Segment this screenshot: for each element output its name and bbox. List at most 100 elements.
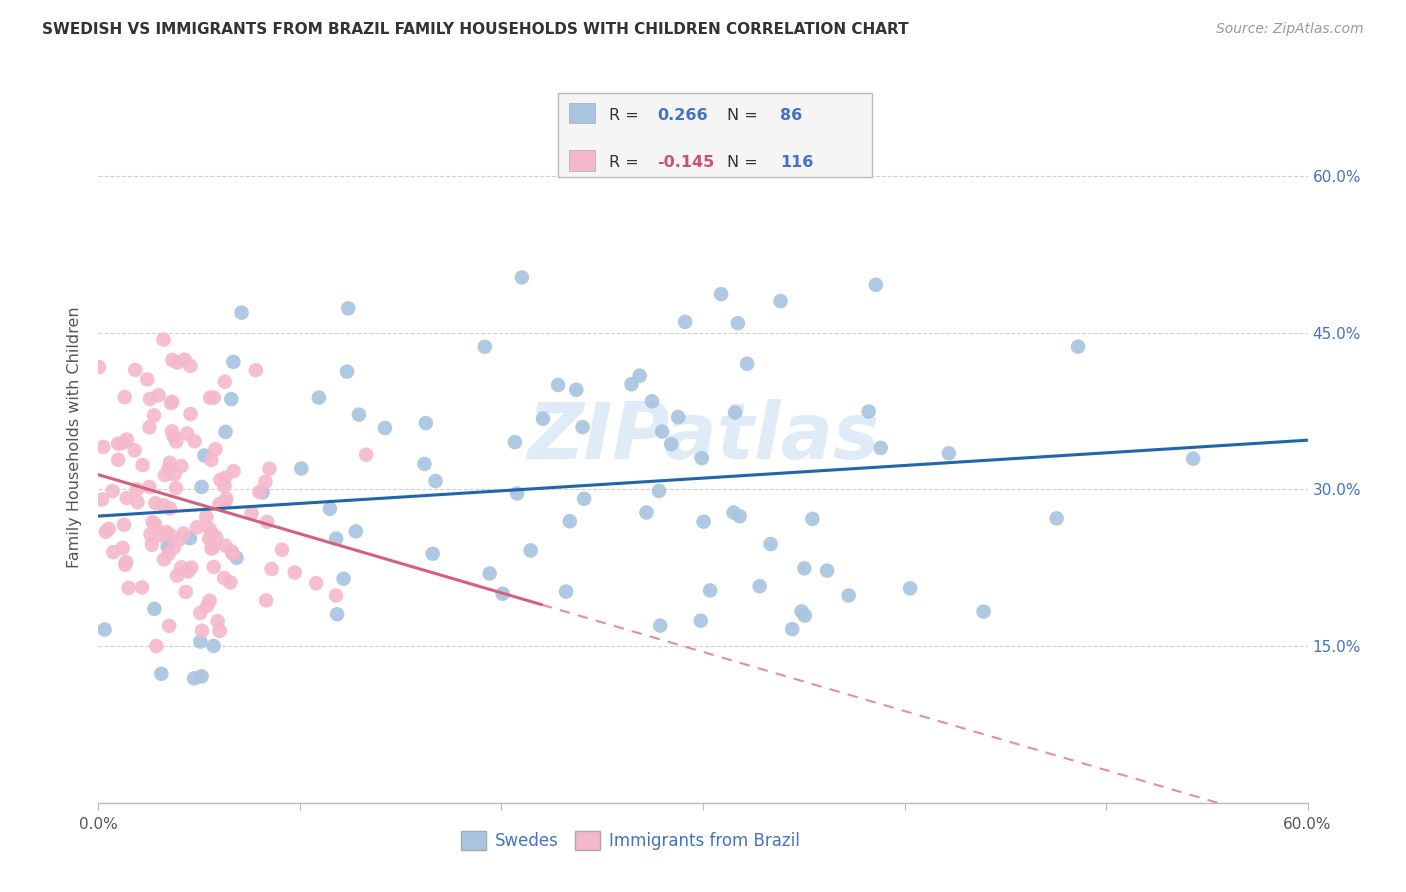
Point — [690, 451, 713, 466]
Point — [219, 575, 242, 590]
Point — [208, 497, 231, 511]
Point — [153, 552, 176, 566]
Point — [138, 480, 160, 494]
Point — [793, 608, 815, 623]
Point — [692, 515, 714, 529]
Point — [212, 571, 235, 585]
Point — [222, 547, 245, 561]
Text: N =: N = — [727, 108, 763, 123]
Point — [208, 624, 231, 638]
Point — [150, 666, 173, 681]
Point — [163, 467, 186, 482]
Point — [131, 581, 153, 595]
Point — [190, 480, 212, 494]
Point — [124, 363, 146, 377]
Point — [519, 543, 541, 558]
Point — [174, 585, 197, 599]
Point — [869, 441, 891, 455]
Point — [636, 506, 658, 520]
Point — [201, 541, 224, 555]
Point — [115, 433, 138, 447]
Point — [152, 333, 174, 347]
Point — [180, 560, 202, 574]
Point — [344, 524, 367, 539]
Point — [201, 526, 224, 541]
Point — [115, 555, 138, 569]
Point — [222, 464, 245, 478]
Point — [510, 270, 533, 285]
Point — [735, 357, 758, 371]
Point — [374, 421, 396, 435]
Point — [1067, 340, 1090, 354]
Point — [727, 316, 749, 330]
Point — [214, 425, 236, 439]
Point — [336, 365, 359, 379]
Point — [748, 579, 770, 593]
Point — [143, 496, 166, 510]
Point — [117, 581, 139, 595]
Point — [256, 515, 278, 529]
Point — [252, 485, 274, 500]
FancyBboxPatch shape — [569, 151, 595, 171]
Point — [572, 491, 595, 506]
Point — [165, 481, 187, 495]
Point — [166, 355, 188, 369]
Point — [160, 396, 183, 410]
FancyBboxPatch shape — [569, 103, 595, 123]
Point — [160, 425, 183, 439]
Point — [793, 561, 815, 575]
Point — [259, 461, 281, 475]
Point — [162, 541, 184, 555]
Point — [247, 485, 270, 500]
Point — [183, 434, 205, 449]
Point — [159, 527, 181, 541]
Point — [650, 618, 672, 632]
Point — [148, 388, 170, 402]
Point — [769, 294, 792, 309]
Point — [728, 509, 751, 524]
Point — [188, 606, 211, 620]
Point — [152, 498, 174, 512]
Point — [153, 468, 176, 483]
Point — [801, 512, 824, 526]
Point — [173, 526, 195, 541]
Point — [354, 448, 377, 462]
Point — [198, 391, 221, 405]
Point — [780, 622, 803, 636]
Point — [157, 461, 180, 475]
Point — [198, 532, 221, 546]
Point — [628, 368, 651, 383]
Point — [222, 355, 245, 369]
Point — [413, 457, 436, 471]
Point — [565, 383, 588, 397]
Point — [138, 420, 160, 434]
Text: R =: R = — [609, 108, 644, 123]
Point — [1182, 451, 1205, 466]
Point — [162, 353, 184, 368]
Point — [209, 473, 232, 487]
Point — [319, 501, 342, 516]
Point — [91, 440, 114, 454]
Point — [170, 459, 193, 474]
Point — [790, 604, 813, 618]
Text: 86: 86 — [780, 108, 803, 123]
Point — [202, 639, 225, 653]
Point — [204, 442, 226, 457]
Point — [347, 408, 370, 422]
Point — [710, 287, 733, 301]
Point — [198, 522, 221, 536]
Point — [531, 411, 554, 425]
Point — [127, 483, 149, 497]
Point — [202, 391, 225, 405]
Point — [271, 542, 294, 557]
Text: -0.145: -0.145 — [657, 155, 714, 170]
Point — [163, 429, 186, 443]
Point — [648, 483, 671, 498]
Point — [179, 531, 201, 545]
Point — [190, 634, 212, 648]
Point — [143, 517, 166, 532]
Point — [157, 619, 180, 633]
Point — [858, 404, 880, 418]
Point — [101, 484, 124, 499]
Point — [1046, 511, 1069, 525]
